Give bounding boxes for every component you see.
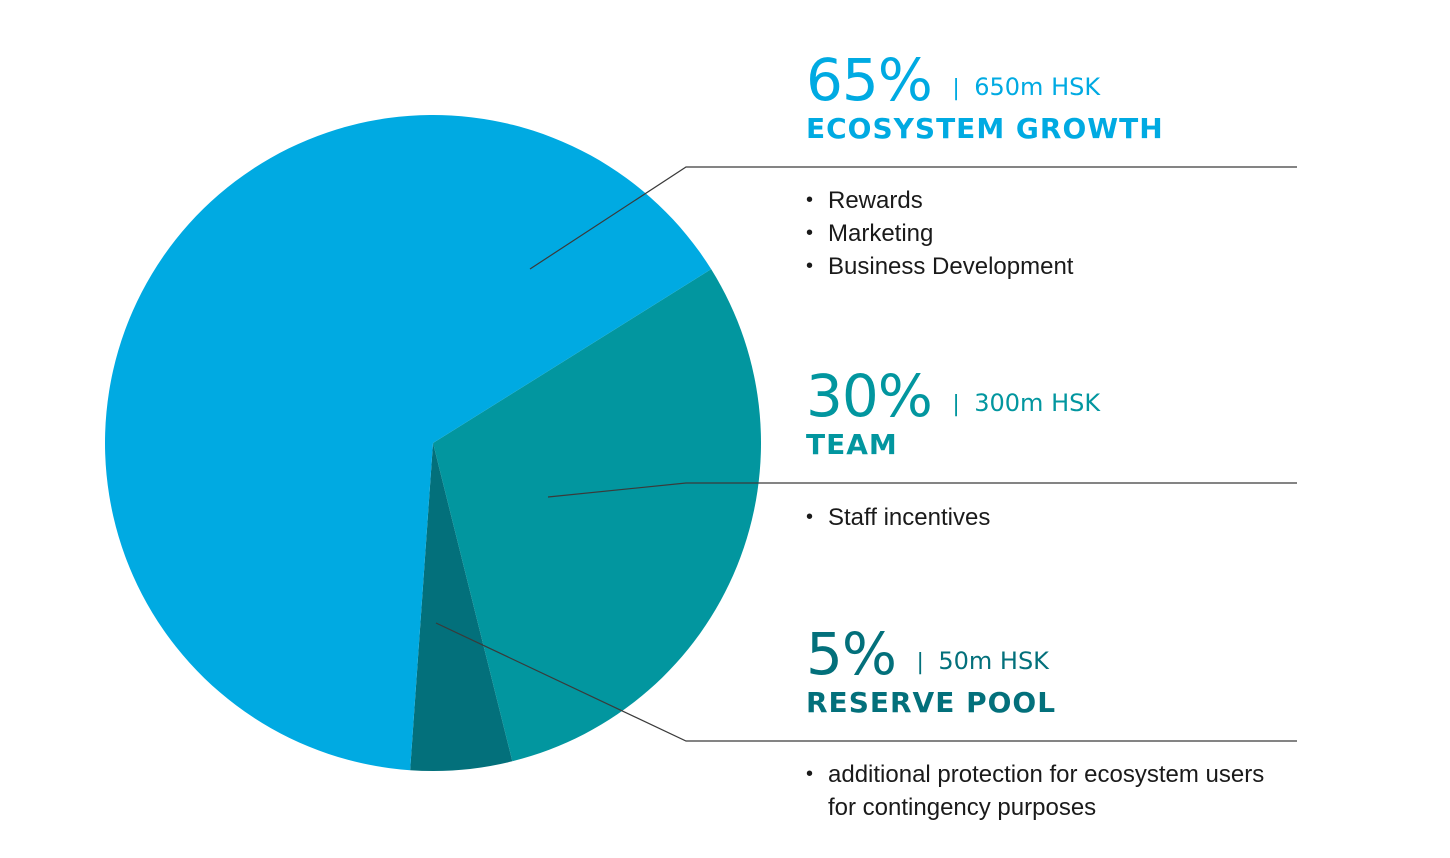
- leader-line-team: [547, 482, 1297, 498]
- pie-slice-team: [433, 269, 761, 762]
- legend-team: 30% | 300m HSK TEAM: [806, 366, 1100, 461]
- leader-line-ecosystem: [529, 166, 1297, 270]
- legend-reserve: 5% | 50m HSK RESERVE POOL: [806, 624, 1056, 719]
- pie-slice-ecosystem: [104, 114, 712, 771]
- bullet-marketing: Marketing: [806, 217, 1073, 250]
- team-amount: 300m HSK: [974, 389, 1101, 417]
- reserve-amount: 50m HSK: [938, 647, 1049, 675]
- bullet-business-development: Business Development: [806, 250, 1073, 283]
- team-percent: 30%: [806, 362, 933, 430]
- team-category: TEAM: [806, 428, 898, 461]
- pie-slice-reserve: [410, 443, 513, 771]
- pie-slices: [104, 114, 761, 771]
- bullet-rewards: Rewards: [806, 184, 1073, 217]
- team-bullets: Staff incentives: [806, 501, 990, 534]
- reserve-bullets: additional protection for ecosystem user…: [806, 758, 1276, 824]
- reserve-percent: 5%: [806, 620, 897, 688]
- reserve-separator: |: [916, 650, 924, 675]
- reserve-category: RESERVE POOL: [806, 686, 1057, 719]
- ecosystem-bullets: Rewards Marketing Business Development: [806, 184, 1073, 283]
- legend-ecosystem: 65% | 650m HSK ECOSYSTEM GROWTH: [806, 50, 1164, 145]
- ecosystem-separator: |: [952, 76, 960, 101]
- bullet-additional-protection: additional protection for ecosystem user…: [806, 758, 1276, 824]
- team-separator: |: [952, 392, 960, 417]
- reserve-percent-line: 5% | 50m HSK: [806, 624, 1056, 684]
- ecosystem-percent: 65%: [806, 46, 933, 114]
- leader-lines: [435, 166, 1297, 742]
- leader-line-reserve: [435, 622, 1297, 742]
- ecosystem-percent-line: 65% | 650m HSK: [806, 50, 1164, 110]
- ecosystem-amount: 650m HSK: [974, 73, 1101, 101]
- team-percent-line: 30% | 300m HSK: [806, 366, 1100, 426]
- ecosystem-category: ECOSYSTEM GROWTH: [806, 112, 1164, 145]
- bullet-staff-incentives: Staff incentives: [806, 501, 990, 534]
